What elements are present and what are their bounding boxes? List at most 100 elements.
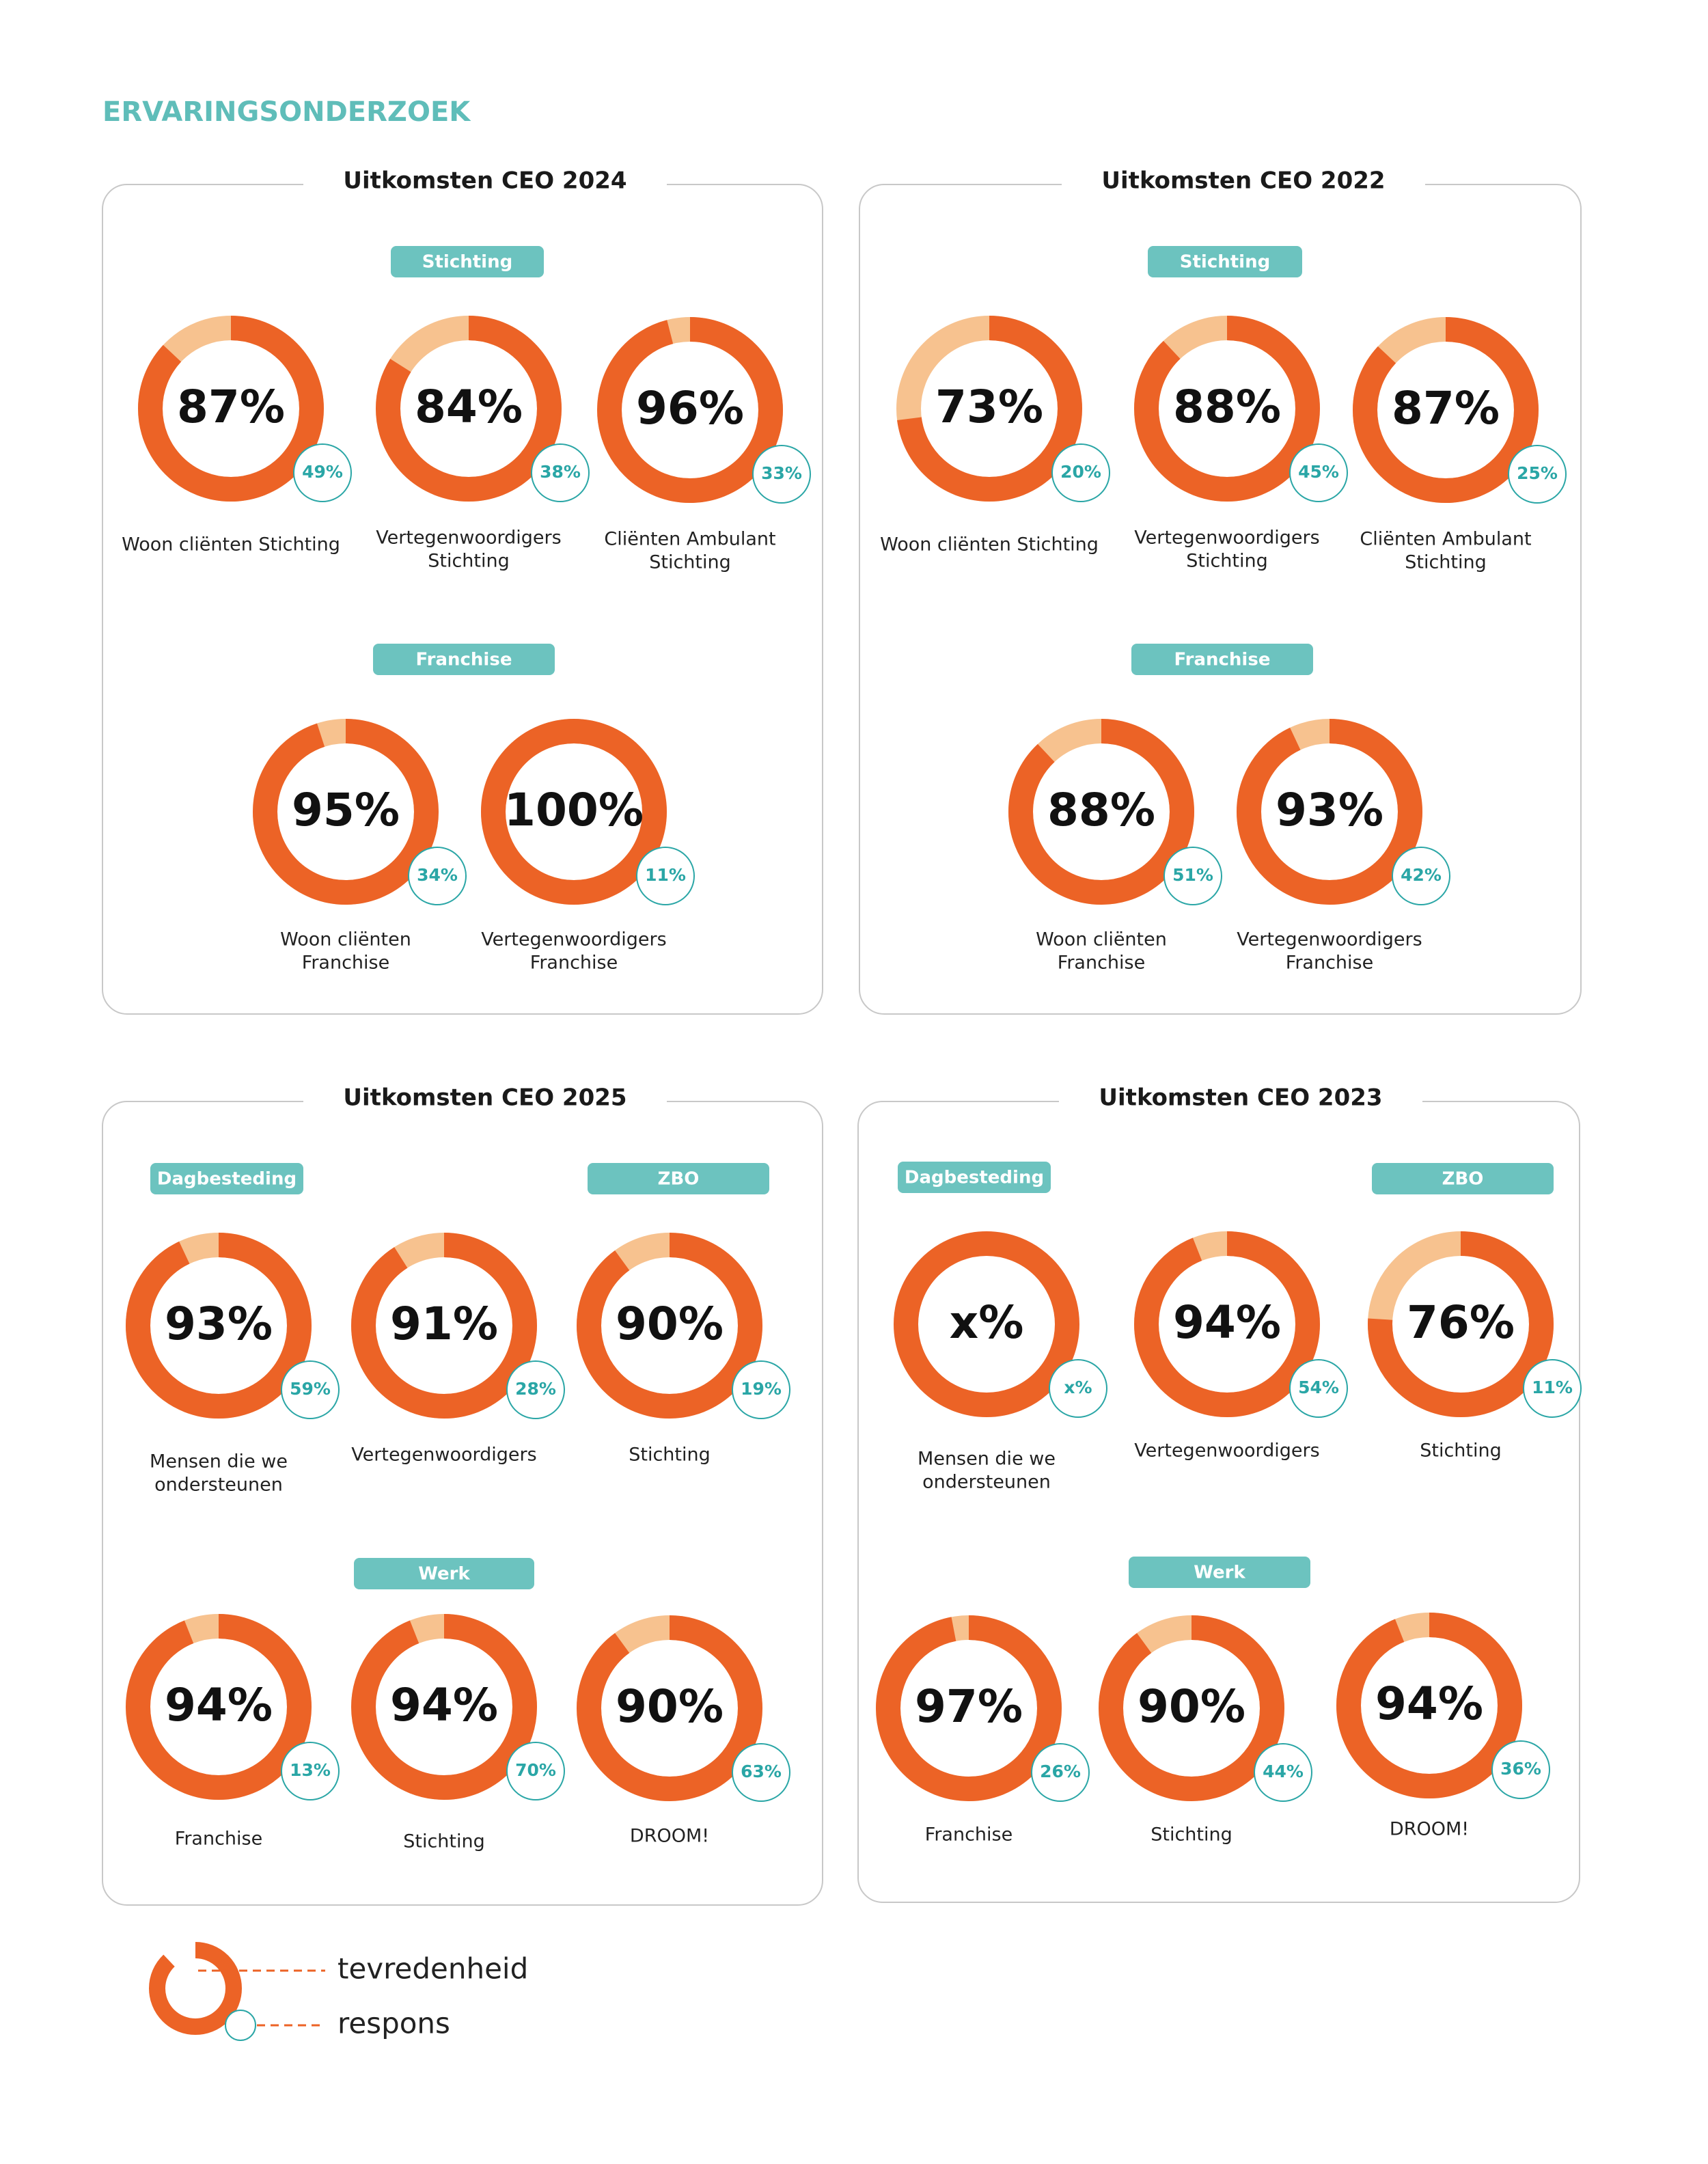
group-tag-label: Werk	[1194, 1563, 1245, 1583]
satisfaction-value: 95%	[292, 784, 400, 836]
donut-label: Woon cliënten	[1036, 929, 1167, 950]
satisfaction-arc	[376, 316, 562, 502]
satisfaction-value: 100%	[504, 784, 644, 836]
response-circle	[1254, 1743, 1312, 1802]
satisfaction-arc	[597, 317, 783, 503]
page-title: ERVARINGSONDERZOEK	[102, 96, 471, 128]
satisfaction-value: 90%	[616, 1298, 724, 1350]
donut-label: Vertegenwoordigers	[1134, 528, 1319, 549]
response-circle	[281, 1742, 340, 1800]
donut-label: Vertegenwoordigers	[376, 528, 561, 549]
group-tag	[354, 1558, 534, 1589]
group-tag-label: ZBO	[1442, 1169, 1484, 1190]
satisfaction-value: 94%	[165, 1679, 273, 1731]
response-circle	[732, 1743, 790, 1802]
response-value: 49%	[302, 462, 343, 482]
donut-label: Vertegenwoordigers	[481, 929, 666, 950]
panel-title: Uitkomsten CEO 2022	[1101, 167, 1385, 195]
response-circle	[1392, 847, 1450, 905]
response-circle	[281, 1360, 340, 1419]
legend-donut	[149, 1942, 242, 2035]
panel-title: Uitkomsten CEO 2025	[343, 1084, 626, 1112]
donut-label: Stichting	[1405, 552, 1487, 573]
satisfaction-arc	[1134, 1231, 1320, 1417]
group-tag-label: Stichting	[1180, 252, 1270, 273]
group-tag-label: Dagbesteding	[157, 1169, 297, 1190]
satisfaction-arc	[253, 719, 439, 905]
response-value: 33%	[761, 463, 802, 483]
donut-label: Woon cliënten	[280, 929, 411, 950]
group-tag	[588, 1163, 769, 1194]
title-gap	[1062, 171, 1425, 198]
group-tag-label: ZBO	[658, 1169, 700, 1190]
response-value: 70%	[515, 1760, 556, 1780]
satisfaction-value: 76%	[1407, 1296, 1515, 1349]
response-circle	[293, 443, 352, 502]
satisfaction-value: 90%	[1138, 1680, 1245, 1733]
response-value: 28%	[515, 1379, 556, 1399]
response-circle	[506, 1360, 565, 1419]
response-circle	[732, 1360, 790, 1419]
response-value: x%	[1064, 1378, 1092, 1397]
satisfaction-value: 94%	[1375, 1677, 1483, 1730]
group-tag	[391, 246, 544, 277]
satisfaction-arc	[126, 1614, 312, 1800]
satisfaction-arc	[577, 1233, 762, 1419]
group-tag-label: Werk	[418, 1564, 470, 1585]
satisfaction-value: 73%	[935, 381, 1043, 433]
satisfaction-arc	[481, 719, 667, 905]
response-value: 13%	[290, 1760, 331, 1780]
satisfaction-arc	[1099, 1615, 1284, 1801]
response-circle	[1163, 847, 1222, 905]
group-tag	[1148, 246, 1302, 277]
response-value: 11%	[645, 865, 686, 885]
donut-label: Stichting	[629, 1444, 711, 1466]
satisfaction-arc	[1353, 317, 1539, 503]
response-circle	[1289, 1359, 1348, 1418]
response-circle	[1508, 445, 1567, 504]
donut-label: Franchise	[1286, 953, 1373, 974]
satisfaction-value: 91%	[390, 1298, 498, 1350]
donut-label: Vertegenwoordigers	[1134, 1440, 1319, 1462]
satisfaction-arc	[876, 1615, 1062, 1801]
donut-label: Mensen die we	[150, 1451, 288, 1473]
donut-label: Stichting	[1151, 1824, 1232, 1846]
response-circle	[636, 847, 695, 905]
group-tag	[150, 1163, 303, 1194]
satisfaction-value: 94%	[1173, 1296, 1281, 1349]
satisfaction-arc	[351, 1233, 537, 1419]
legend-label: tevredenheid	[338, 1952, 528, 1986]
donut-label: Vertegenwoordigers	[351, 1444, 536, 1466]
donut-label: Stichting	[1186, 551, 1268, 572]
response-value: 11%	[1532, 1378, 1573, 1397]
satisfaction-arc	[577, 1615, 762, 1801]
donut-label: ondersteunen	[154, 1475, 283, 1496]
title-gap	[303, 1088, 667, 1115]
donut-label: Vertegenwoordigers	[1237, 929, 1422, 950]
group-tag	[373, 644, 555, 675]
response-value: 54%	[1298, 1378, 1339, 1397]
satisfaction-arc	[126, 1233, 312, 1419]
donut-label: Stichting	[428, 551, 510, 572]
donut-label: Franchise	[1058, 953, 1145, 974]
legend-response	[225, 2010, 256, 2041]
response-value: 36%	[1500, 1759, 1541, 1779]
response-value: 34%	[417, 865, 458, 885]
donut-label: Stichting	[403, 1831, 485, 1852]
response-value: 20%	[1060, 462, 1101, 482]
response-value: 25%	[1517, 463, 1558, 483]
response-circle	[1523, 1359, 1582, 1418]
response-circle	[531, 443, 590, 502]
donut-label: Cliënten Ambulant	[1360, 529, 1531, 550]
satisfaction-arc	[351, 1614, 537, 1800]
response-value: 59%	[290, 1379, 331, 1399]
response-circle	[506, 1742, 565, 1800]
satisfaction-value: 96%	[636, 382, 744, 435]
group-tag	[1131, 644, 1313, 675]
response-value: 38%	[540, 462, 581, 482]
satisfaction-value: 87%	[1392, 382, 1500, 435]
title-gap	[303, 171, 667, 198]
group-tag	[898, 1162, 1051, 1193]
donut-label: Cliënten Ambulant	[604, 529, 775, 550]
satisfaction-value: 88%	[1173, 381, 1281, 433]
